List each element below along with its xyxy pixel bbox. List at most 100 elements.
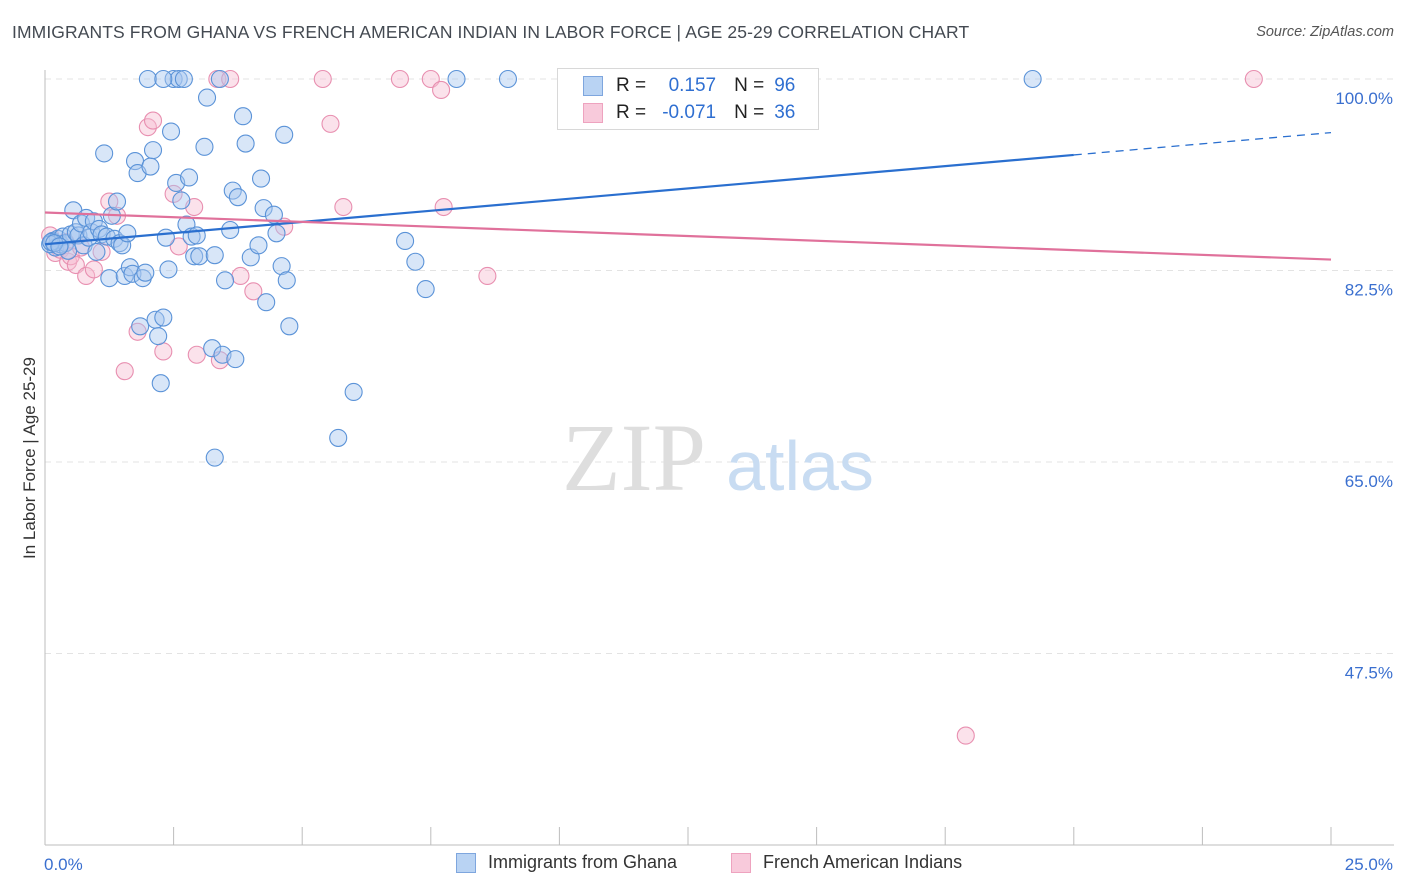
data-point-ghana	[226, 350, 245, 369]
data-point-ghana	[277, 271, 296, 290]
data-point-ghana	[257, 293, 276, 312]
legend-row-ghana: R = 0.157 N = 96	[583, 73, 796, 99]
data-point-ghana	[267, 224, 286, 243]
data-point-french	[100, 192, 119, 211]
data-point-ghana	[143, 141, 163, 160]
data-point-ghana	[215, 271, 235, 290]
data-point-french	[313, 69, 332, 89]
series-immigrants-from-ghana	[41, 69, 1042, 467]
data-point-french	[187, 345, 206, 364]
data-point-ghana	[118, 224, 137, 243]
data-point-ghana	[210, 69, 229, 89]
watermark: ZIP atlas	[562, 404, 874, 511]
axis-labels: 47.5% 65.0% 82.5% 100.0% 0.0% 25.0% In Labor F…	[20, 89, 1393, 874]
legend-n-value: 96	[774, 75, 796, 96]
data-point-french	[169, 237, 188, 256]
legend-r-value: 0.157	[668, 75, 717, 96]
data-point-ghana	[249, 236, 268, 255]
data-point-ghana	[447, 69, 466, 89]
data-point-ghana	[87, 242, 106, 261]
data-point-ghana	[172, 191, 191, 210]
data-point-french	[434, 197, 453, 217]
data-point-ghana	[161, 122, 181, 141]
trend-lines	[44, 131, 1332, 261]
stats-legend: R = 0.157 N = 96 R = -0.071 N = 36	[557, 68, 819, 130]
trend-line-french	[44, 211, 1332, 261]
data-point-ghana	[156, 228, 175, 247]
data-point-french	[334, 197, 353, 217]
data-point-ghana	[131, 317, 150, 336]
data-point-ghana	[136, 263, 155, 282]
data-point-ghana	[205, 448, 224, 467]
data-point-ghana	[233, 107, 253, 126]
legend-n-value: 36	[774, 102, 796, 123]
legend-n-label: N =	[734, 75, 765, 96]
data-point-ghana	[164, 69, 183, 89]
data-point-ghana	[179, 168, 199, 187]
data-point-ghana	[50, 237, 69, 256]
data-point-ghana	[169, 69, 188, 89]
data-point-ghana	[100, 269, 119, 288]
legend-r-label: R =	[616, 102, 647, 123]
y-axis-label: In Labor Force | Age 25-29	[20, 357, 39, 559]
data-point-french	[77, 266, 96, 286]
data-point-french	[956, 726, 975, 745]
trend-line-ghana	[44, 153, 1074, 246]
legend-r-value: -0.071	[662, 102, 717, 123]
legend-label-ghana: Immigrants from Ghana	[488, 852, 678, 872]
data-point-ghana	[203, 339, 222, 358]
legend-item-french: French American Indians	[731, 852, 962, 873]
y-tick-label: 65.0%	[1345, 472, 1393, 491]
data-point-ghana	[221, 220, 240, 240]
chart-source: Source: ZipAtlas.com	[1256, 24, 1394, 40]
data-point-ghana	[264, 205, 283, 224]
data-point-french	[154, 342, 173, 361]
legend-swatch-pink	[583, 103, 603, 123]
legend-row-french: R = -0.071 N = 36	[583, 100, 796, 126]
data-point-ghana	[107, 192, 127, 211]
data-point-french	[164, 184, 183, 203]
data-point-ghana	[254, 199, 273, 218]
data-point-french	[221, 69, 240, 89]
data-point-ghana	[251, 169, 271, 188]
data-point-ghana	[190, 247, 209, 266]
data-point-ghana	[406, 252, 425, 271]
data-point-french	[231, 266, 250, 286]
y-tick-label: 47.5%	[1345, 664, 1393, 683]
data-point-french	[1244, 69, 1263, 89]
legend-swatch-blue	[583, 76, 603, 96]
watermark-zip: ZIP	[562, 404, 706, 511]
data-point-ghana	[154, 308, 173, 327]
data-point-ghana	[138, 69, 157, 89]
legend-r-label: R =	[616, 75, 647, 96]
data-point-ghana	[329, 428, 348, 447]
data-point-ghana	[396, 231, 415, 251]
data-point-french	[115, 362, 134, 381]
legend-n-label: N =	[734, 102, 765, 123]
y-tick-label: 100.0%	[1335, 89, 1393, 108]
data-point-ghana	[205, 246, 224, 265]
legend-swatch-blue	[456, 852, 476, 873]
data-point-french	[432, 80, 451, 99]
data-point-ghana	[149, 327, 168, 346]
data-point-french	[390, 69, 409, 89]
grid-lines	[45, 78, 1394, 654]
data-point-french	[478, 266, 497, 286]
data-point-ghana	[123, 264, 142, 283]
data-point-ghana	[174, 69, 193, 89]
data-point-ghana	[498, 69, 518, 89]
series-legend: Immigrants from Ghana French American In…	[0, 852, 1406, 878]
y-tick-label: 82.5%	[1345, 281, 1393, 300]
data-point-ghana	[344, 382, 363, 402]
watermark-atlas: atlas	[726, 427, 874, 505]
trend-line-ghana-extension	[1073, 131, 1332, 156]
data-point-ghana	[228, 188, 247, 207]
data-point-french	[244, 282, 263, 301]
data-point-ghana	[95, 144, 114, 163]
x-tick-label: 0.0%	[44, 855, 83, 874]
data-point-ghana	[154, 69, 173, 89]
axes	[44, 70, 1394, 846]
legend-swatch-pink	[731, 852, 751, 873]
legend-label-french: French American Indians	[763, 852, 963, 872]
